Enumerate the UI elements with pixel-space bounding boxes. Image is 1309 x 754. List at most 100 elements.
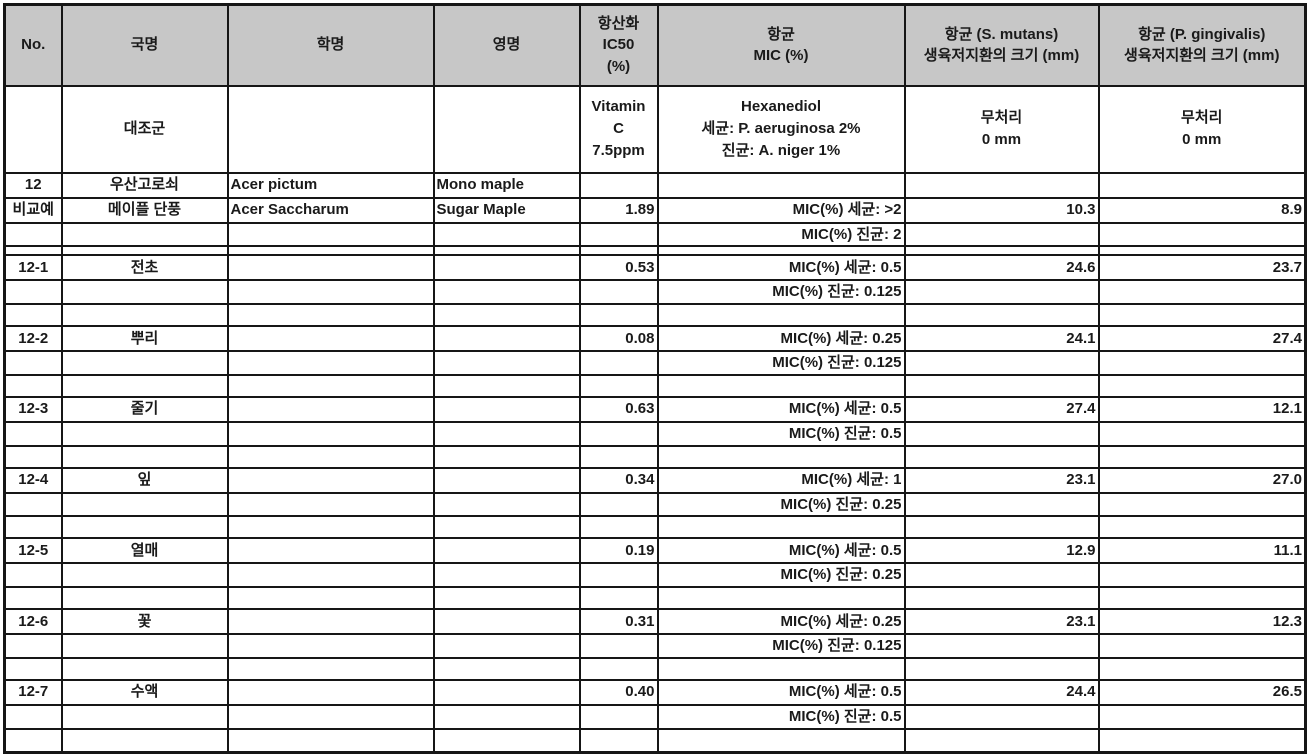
cell bbox=[903, 633, 1100, 659]
cell: 12.9 bbox=[903, 537, 1100, 565]
cell bbox=[903, 350, 1100, 376]
cell bbox=[432, 608, 581, 635]
cell: MIC(%) 진균: 0.125 bbox=[656, 279, 906, 305]
cell: 10.3 bbox=[903, 196, 1100, 224]
cell: 수액 bbox=[60, 678, 229, 706]
cell: 우산고로쇠 bbox=[60, 171, 229, 199]
cell bbox=[578, 515, 659, 540]
cell bbox=[432, 491, 581, 518]
header-row: No. 국명 학명 영명 항산화 IC50 (%) 항균 MIC (%) 항균 … bbox=[3, 3, 1307, 87]
cell bbox=[578, 656, 659, 681]
table-row: 12-5 열매 0.19 MIC(%) 세균: 0.5 12.9 11.1 bbox=[3, 537, 1307, 565]
cell bbox=[578, 171, 659, 199]
cell bbox=[60, 350, 229, 376]
cell bbox=[60, 727, 229, 754]
cell: 잎 bbox=[60, 466, 229, 494]
column-header-antibacterial-mic: 항균 MIC (%) bbox=[656, 3, 906, 87]
cell: MIC(%) 진균: 0.25 bbox=[656, 491, 906, 518]
cell: 12-6 bbox=[3, 608, 63, 635]
cell bbox=[226, 420, 435, 447]
cell bbox=[226, 537, 435, 565]
cell bbox=[578, 727, 659, 754]
table-row bbox=[3, 727, 1307, 754]
cell bbox=[656, 171, 906, 199]
cell: 24.4 bbox=[903, 678, 1100, 706]
cell bbox=[656, 586, 906, 610]
cell: MIC(%) 세균: 0.5 bbox=[656, 254, 906, 282]
cell bbox=[60, 703, 229, 730]
cell: 0.08 bbox=[578, 325, 659, 352]
cell bbox=[432, 303, 581, 327]
cell bbox=[578, 279, 659, 305]
cell bbox=[432, 727, 581, 754]
cell: 12-7 bbox=[3, 678, 63, 706]
cell bbox=[656, 656, 906, 681]
cell bbox=[432, 656, 581, 681]
cell bbox=[60, 303, 229, 327]
table-row: 12 우산고로쇠 Acer pictum Mono maple bbox=[3, 171, 1307, 199]
cell bbox=[3, 373, 63, 398]
column-header-s-mutans-zone: 항균 (S. mutans) 생육저지환의 크기 (mm) bbox=[903, 3, 1100, 87]
cell bbox=[903, 444, 1100, 469]
cell bbox=[432, 515, 581, 540]
cell: MIC(%) 세균: 0.25 bbox=[656, 608, 906, 635]
cell bbox=[60, 491, 229, 518]
cell-control-ename bbox=[432, 84, 581, 174]
cell: 12.1 bbox=[1097, 395, 1307, 423]
cell: MIC(%) 진균: 0.125 bbox=[656, 350, 906, 376]
table-row bbox=[3, 656, 1307, 681]
cell bbox=[903, 515, 1100, 540]
cell: 0.34 bbox=[578, 466, 659, 494]
cell bbox=[60, 279, 229, 305]
table-row: MIC(%) 진균: 0.25 bbox=[3, 562, 1307, 588]
cell bbox=[226, 373, 435, 398]
cell bbox=[1097, 221, 1307, 248]
cell bbox=[432, 395, 581, 423]
cell bbox=[656, 303, 906, 327]
table-row: MIC(%) 진균: 0.5 bbox=[3, 703, 1307, 730]
cell bbox=[60, 586, 229, 610]
cell bbox=[226, 515, 435, 540]
cell bbox=[432, 254, 581, 282]
cell bbox=[432, 221, 581, 248]
cell bbox=[226, 491, 435, 518]
cell: 꽃 bbox=[60, 608, 229, 635]
cell bbox=[3, 444, 63, 469]
cell-control-label: 대조군 bbox=[60, 84, 229, 174]
cell bbox=[578, 444, 659, 469]
cell bbox=[1097, 420, 1307, 447]
cell bbox=[903, 656, 1100, 681]
table-row bbox=[3, 245, 1307, 257]
cell: MIC(%) 세균: 0.5 bbox=[656, 537, 906, 565]
cell: 12-4 bbox=[3, 466, 63, 494]
cell bbox=[3, 562, 63, 588]
cell bbox=[432, 466, 581, 494]
table-row: 12-1 전초 0.53 MIC(%) 세균: 0.5 24.6 23.7 bbox=[3, 254, 1307, 282]
cell bbox=[226, 221, 435, 248]
table-row bbox=[3, 515, 1307, 540]
cell: 23.1 bbox=[903, 608, 1100, 635]
table-row: MIC(%) 진균: 0.125 bbox=[3, 350, 1307, 376]
cell: 12-1 bbox=[3, 254, 63, 282]
cell bbox=[226, 245, 435, 257]
cell bbox=[226, 633, 435, 659]
cell bbox=[3, 420, 63, 447]
cell bbox=[1097, 245, 1307, 257]
cell bbox=[3, 727, 63, 754]
cell: 27.4 bbox=[1097, 325, 1307, 352]
cell bbox=[3, 703, 63, 730]
table-body: 12 우산고로쇠 Acer pictum Mono maple 비교예 메이플 단풍 Ace… bbox=[3, 171, 1307, 754]
cell bbox=[226, 562, 435, 588]
cell bbox=[1097, 586, 1307, 610]
cell bbox=[432, 245, 581, 257]
cell bbox=[1097, 703, 1307, 730]
cell: 26.5 bbox=[1097, 678, 1307, 706]
cell: MIC(%) 세균: 0.25 bbox=[656, 325, 906, 352]
cell: 줄기 bbox=[60, 395, 229, 423]
cell bbox=[1097, 656, 1307, 681]
cell: Acer pictum bbox=[226, 171, 435, 199]
cell bbox=[3, 303, 63, 327]
cell bbox=[1097, 515, 1307, 540]
cell bbox=[903, 703, 1100, 730]
